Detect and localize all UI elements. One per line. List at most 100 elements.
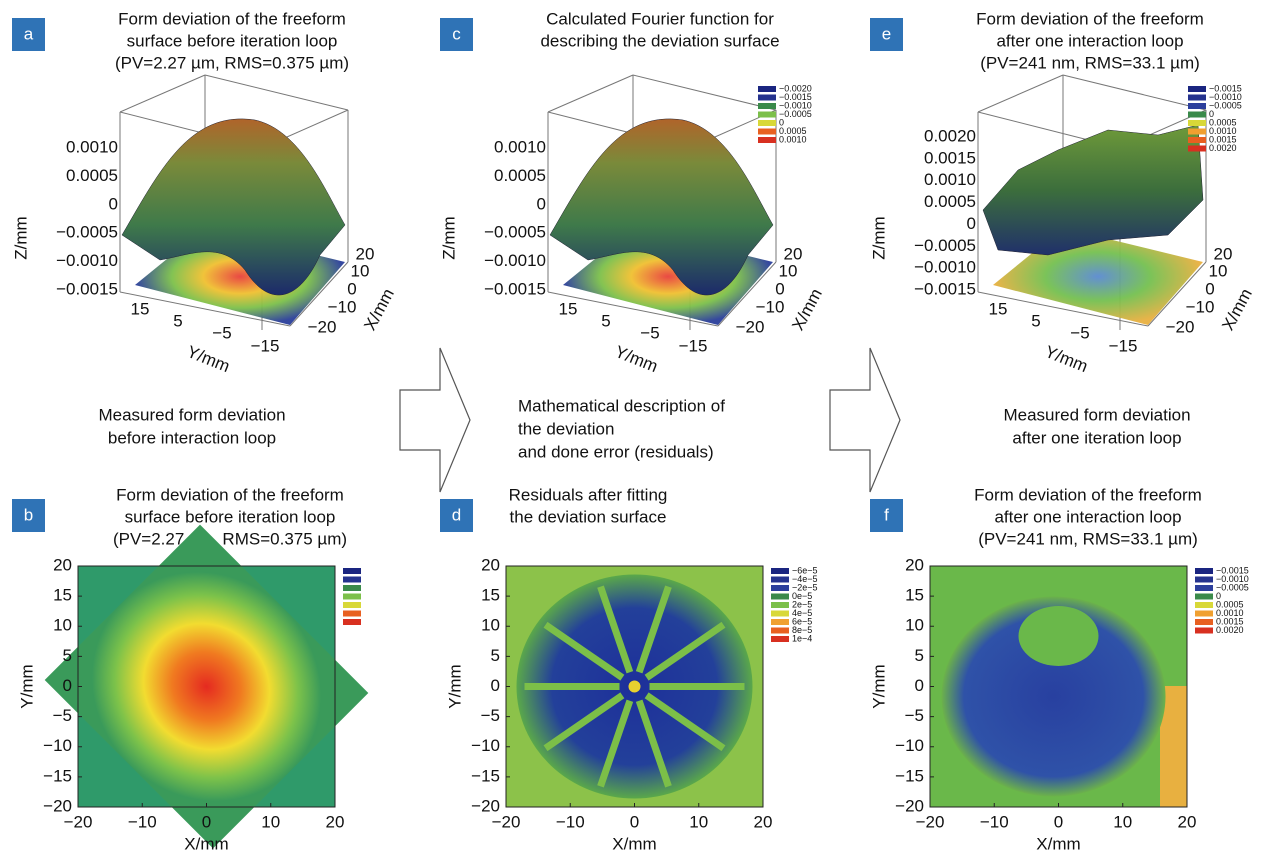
y-tick-label: 20 (905, 555, 924, 574)
y-tick-label: 20 (481, 555, 500, 574)
legend-swatch (1188, 146, 1206, 152)
y-tick-label: 0 (915, 676, 924, 695)
y-tick-label: 15 (989, 299, 1008, 318)
heatmap (45, 525, 369, 849)
y-tick-label: 5 (491, 646, 500, 665)
surface-plot (978, 75, 1206, 330)
legend-swatch (1195, 602, 1213, 608)
x-tick-label: −20 (1166, 317, 1195, 336)
z-tick-label: 0.0015 (924, 148, 976, 167)
legend-swatch (343, 568, 361, 574)
surface-plot (120, 75, 348, 330)
z-tick-label: −0.0015 (56, 279, 118, 298)
panel-title: surface before iteration loop (125, 507, 336, 526)
legend-swatch (343, 577, 361, 583)
x-tick-label: −10 (1186, 297, 1215, 316)
legend-swatch (771, 628, 789, 634)
legend-swatch (1195, 611, 1213, 617)
panel-title: Form deviation of the freeform (116, 485, 344, 504)
panel-title: (PV=241 nm, RMS=33.1 µm) (978, 529, 1198, 548)
y-tick-label: −5 (481, 706, 500, 725)
y-tick-label: 5 (1031, 311, 1040, 330)
z-tick-label: 0.0005 (66, 166, 118, 185)
y-tick-label: −5 (53, 706, 72, 725)
z-axis-label: Z/mm (439, 216, 458, 259)
y-tick-label: −5 (640, 323, 659, 342)
y-axis-label: Y/mm (445, 664, 464, 708)
panel-title: Form deviation of the freeform (976, 9, 1204, 28)
y-tick-label: 15 (481, 586, 500, 605)
legend-swatch (1188, 95, 1206, 101)
x-tick-label: 10 (351, 261, 370, 280)
x-axis-label: X/mm (1218, 285, 1256, 333)
legend-swatch (771, 577, 789, 583)
y-tick-label: 5 (63, 646, 72, 665)
x-tick-label: 0 (1205, 279, 1214, 298)
z-tick-label: 0.0005 (924, 192, 976, 211)
legend-swatch (343, 602, 361, 608)
legend-swatch (1195, 619, 1213, 625)
panel-title: Residuals after fitting (509, 485, 668, 504)
arrow (400, 348, 470, 492)
legend-swatch (1195, 594, 1213, 600)
z-tick-label: −0.0010 (56, 251, 118, 270)
legend-swatch (771, 602, 789, 608)
legend-swatch (771, 594, 789, 600)
y-tick-label: 5 (601, 311, 610, 330)
legend-swatch (1188, 103, 1206, 109)
x-tick-label: 10 (1209, 261, 1228, 280)
x-axis-label: X/mm (788, 285, 826, 333)
legend-swatch (758, 86, 776, 92)
legend-swatch (1195, 628, 1213, 634)
panel-title: Form deviation of the freeform (118, 9, 346, 28)
legend-label: 1e−4 (792, 633, 812, 643)
box-edge (205, 75, 348, 110)
panel-title: surface before iteration loop (127, 31, 338, 50)
y-axis-label: Y/mm (184, 342, 232, 376)
z-tick-label: −0.0005 (56, 223, 118, 242)
y-axis-label: Y/mm (1042, 342, 1090, 376)
z-tick-label: 0.0020 (924, 126, 976, 145)
legend-swatch (758, 95, 776, 101)
x-tick-label: −20 (308, 317, 337, 336)
legend-swatch (758, 112, 776, 118)
x-tick-label: −10 (756, 297, 785, 316)
panel-letter: e (882, 24, 891, 43)
x-tick-label: 0 (630, 812, 639, 831)
panel-letter: b (24, 505, 33, 524)
legend-label: 0.0020 (1216, 625, 1244, 635)
panel-letter: d (452, 505, 461, 524)
annotation: before interaction loop (108, 428, 276, 447)
x-tick-label: 0 (775, 279, 784, 298)
x-tick-label: 10 (779, 261, 798, 280)
y-tick-label: 10 (481, 616, 500, 635)
panel-title: (PV=241 nm, RMS=33.1 µm) (980, 53, 1200, 72)
legend-swatch (1188, 120, 1206, 126)
legend-swatch (771, 636, 789, 642)
y-tick-label: −15 (895, 766, 924, 785)
legend-swatch (1195, 568, 1213, 574)
arrow (830, 348, 900, 492)
legend-swatch (758, 129, 776, 135)
y-tick-label: −10 (471, 736, 500, 755)
legend-swatch (771, 568, 789, 574)
heatmap (506, 566, 763, 807)
legend-swatch (1188, 112, 1206, 118)
legend-swatch (1188, 137, 1206, 143)
x-axis-label: X/mm (184, 834, 228, 853)
heatmap-patch (1019, 606, 1099, 666)
box-edge (978, 75, 1063, 112)
y-tick-label: 15 (53, 586, 72, 605)
y-tick-label: −20 (43, 796, 72, 815)
x-tick-label: 0 (202, 812, 211, 831)
x-axis-label: X/mm (360, 285, 398, 333)
annotation: after one iteration loop (1012, 428, 1181, 447)
panel-title: Form deviation of the freeform (974, 485, 1202, 504)
surface (983, 125, 1203, 255)
y-tick-label: 5 (173, 311, 182, 330)
y-tick-label: −15 (43, 766, 72, 785)
y-tick-label: −15 (1109, 336, 1138, 355)
panel-title: after one interaction loop (996, 31, 1183, 50)
annotation: Mathematical description of (518, 396, 725, 415)
legend-swatch (758, 103, 776, 109)
